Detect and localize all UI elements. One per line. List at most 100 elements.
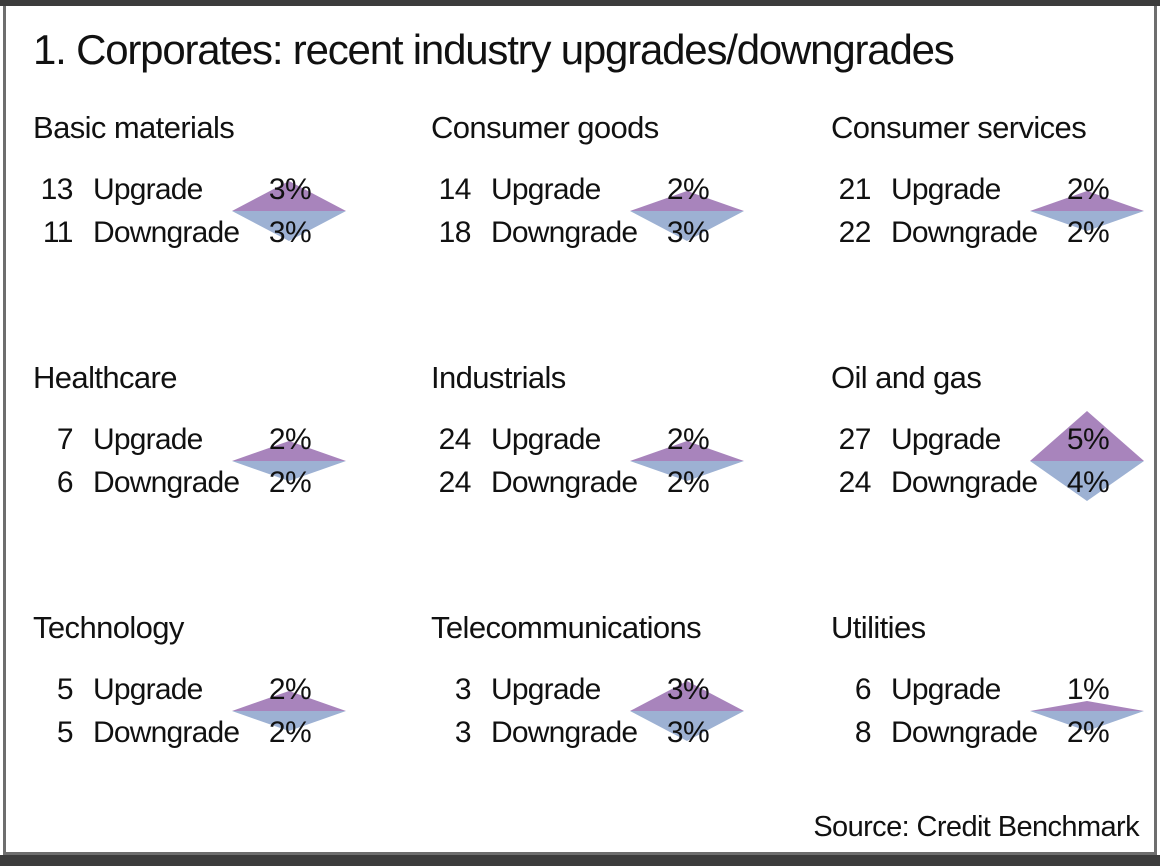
downgrade-label: Downgrade (891, 466, 1038, 499)
upgrade-count: 3 (454, 673, 472, 706)
upgrade-label: Upgrade (891, 423, 1001, 456)
upgrade-row: 5 Upgrade 2% (33, 668, 363, 711)
downgrade-percent: 2% (666, 466, 710, 499)
downgrade-triangle (1030, 211, 1144, 231)
upgrade-row: 14 Upgrade 2% (431, 168, 761, 211)
downgrade-count: 5 (56, 716, 74, 749)
upgrade-downgrade-diamond-icon (1030, 701, 1144, 731)
upgrade-label: Upgrade (93, 673, 203, 706)
upgrade-downgrade-diamond-icon (232, 441, 346, 481)
downgrade-label: Downgrade (891, 716, 1038, 749)
upgrade-count: 13 (40, 173, 74, 206)
downgrade-percent: 3% (268, 216, 312, 249)
upgrade-triangle (232, 691, 346, 711)
downgrade-label: Downgrade (491, 216, 638, 249)
upgrade-row: 21 Upgrade 2% (831, 168, 1160, 211)
industry-panel: Consumer services 21 Upgrade 2% 22 Downg… (831, 110, 1160, 360)
upgrade-percent: 5% (1066, 423, 1110, 456)
upgrade-triangle (232, 441, 346, 461)
industry-panel: Industrials 24 Upgrade 2% 24 Downgrade 2… (431, 360, 831, 610)
upgrade-percent: 2% (666, 173, 710, 206)
upgrade-row: 3 Upgrade 3% (431, 668, 761, 711)
downgrade-row: 8 Downgrade 2% (831, 711, 1160, 754)
upgrade-label: Upgrade (491, 673, 601, 706)
upgrade-label: Upgrade (891, 173, 1001, 206)
downgrade-label: Downgrade (491, 466, 638, 499)
figure-title: 1. Corporates: recent industry upgrades/… (33, 26, 955, 73)
panel-rows: 6 Upgrade 1% 8 Downgrade 2% (831, 668, 1160, 754)
industry-panel: Consumer goods 14 Upgrade 2% 18 Downgrad… (431, 110, 831, 360)
downgrade-row: 22 Downgrade 2% (831, 211, 1160, 254)
source-note: Source: Credit Benchmark (813, 811, 1139, 843)
upgrade-row: 27 Upgrade 5% (831, 418, 1160, 461)
downgrade-row: 11 Downgrade 3% (33, 211, 363, 254)
industry-name: Consumer goods (431, 110, 659, 145)
panel-rows: 7 Upgrade 2% 6 Downgrade 2% (33, 418, 363, 504)
industry-panel: Basic materials 13 Upgrade 3% 11 Downgra… (33, 110, 431, 360)
upgrade-downgrade-diamond-icon (1030, 411, 1144, 501)
downgrade-percent: 2% (1066, 716, 1110, 749)
industry-name: Industrials (431, 360, 566, 395)
upgrade-percent: 3% (666, 673, 710, 706)
upgrade-row: 6 Upgrade 1% (831, 668, 1160, 711)
upgrade-row: 7 Upgrade 2% (33, 418, 363, 461)
upgrade-triangle (1030, 411, 1144, 461)
upgrade-downgrade-diamond-icon (232, 691, 346, 731)
upgrade-label: Upgrade (93, 423, 203, 456)
panel-rows: 21 Upgrade 2% 22 Downgrade 2% (831, 168, 1160, 254)
upgrade-label: Upgrade (491, 423, 601, 456)
downgrade-row: 18 Downgrade 3% (431, 211, 761, 254)
downgrade-count: 24 (838, 466, 872, 499)
upgrade-percent: 2% (666, 423, 710, 456)
panel-rows: 27 Upgrade 5% 24 Downgrade 4% (831, 411, 1160, 504)
upgrade-row: 24 Upgrade 2% (431, 418, 761, 461)
upgrade-triangle (630, 681, 744, 711)
downgrade-percent: 2% (268, 716, 312, 749)
downgrade-triangle (630, 711, 744, 741)
industry-name: Utilities (831, 610, 926, 645)
upgrade-count: 7 (56, 423, 74, 456)
downgrade-count: 11 (42, 216, 74, 249)
panel-rows: 13 Upgrade 3% 11 Downgrade 3% (33, 168, 363, 254)
upgrade-count: 14 (438, 173, 472, 206)
upgrade-percent: 2% (268, 423, 312, 456)
upgrade-downgrade-diamond-icon (1030, 191, 1144, 231)
downgrade-count: 6 (56, 466, 74, 499)
downgrade-triangle (232, 461, 346, 481)
downgrade-count: 22 (838, 216, 872, 249)
upgrade-count: 27 (838, 423, 872, 456)
industry-name: Telecommunications (431, 610, 702, 645)
upgrade-count: 6 (854, 673, 872, 706)
industry-grid: Basic materials 13 Upgrade 3% 11 Downgra… (33, 110, 1160, 860)
upgrade-count: 21 (838, 173, 872, 206)
upgrade-count: 24 (438, 423, 472, 456)
industry-panel: Technology 5 Upgrade 2% 5 Downgrade 2% (33, 610, 431, 860)
upgrade-label: Upgrade (491, 173, 601, 206)
downgrade-label: Downgrade (891, 216, 1038, 249)
upgrade-triangle (232, 181, 346, 211)
upgrade-downgrade-diamond-icon (630, 191, 744, 241)
upgrade-percent: 1% (1066, 673, 1110, 706)
upgrade-label: Upgrade (93, 173, 203, 206)
industry-panel: Oil and gas 27 Upgrade 5% 24 Downgrade 4… (831, 360, 1160, 610)
downgrade-percent: 2% (268, 466, 312, 499)
bottom-bar (0, 855, 1160, 866)
upgrade-count: 5 (56, 673, 74, 706)
downgrade-count: 8 (854, 716, 872, 749)
upgrade-triangle (630, 191, 744, 211)
downgrade-triangle (232, 711, 346, 731)
upgrade-percent: 3% (268, 173, 312, 206)
panel-rows: 24 Upgrade 2% 24 Downgrade 2% (431, 418, 761, 504)
industry-panel: Healthcare 7 Upgrade 2% 6 Downgrade 2% (33, 360, 431, 610)
upgrade-downgrade-diamond-icon (630, 681, 744, 741)
upgrade-triangle (1030, 191, 1144, 211)
downgrade-triangle (630, 461, 744, 481)
industry-panel: Telecommunications 3 Upgrade 3% 3 Downgr… (431, 610, 831, 860)
downgrade-triangle (1030, 461, 1144, 501)
industry-name: Technology (33, 610, 184, 645)
downgrade-label: Downgrade (491, 716, 638, 749)
figure-frame: 1. Corporates: recent industry upgrades/… (3, 6, 1157, 855)
downgrade-row: 24 Downgrade 4% (831, 461, 1160, 504)
downgrade-row: 6 Downgrade 2% (33, 461, 363, 504)
